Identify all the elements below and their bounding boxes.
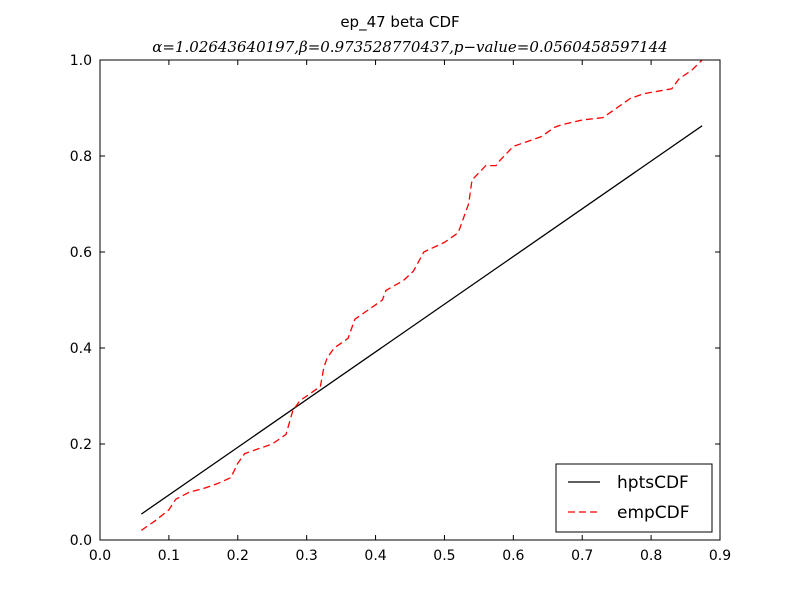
x-tick-label: 0.0	[89, 548, 111, 564]
x-tick-label: 0.3	[296, 548, 318, 564]
x-tick-label: 0.1	[158, 548, 180, 564]
legend-box	[555, 463, 713, 533]
plot-frame	[99, 59, 721, 541]
tick-layer: 0.0 0.1 0.2 0.3 0.4 0.5 0.6 0.7 0.8 0.9 0.0 0.2 0.4 0…	[70, 53, 731, 564]
legend: hptsCDF empCDF	[555, 463, 713, 533]
y-tick-label: 0.4	[70, 341, 92, 357]
x-tick-label: 0.4	[364, 548, 386, 564]
chart-subtitle: α=1.02643640197,β=0.973528770437,p−value…	[152, 38, 667, 56]
y-tick-label: 0.6	[70, 245, 92, 261]
series-line-empcdf	[140, 59, 703, 531]
legend-label-hptscdf: hptsCDF	[617, 473, 689, 493]
x-tick-label: 0.9	[709, 548, 731, 564]
x-tick-label: 0.6	[502, 548, 524, 564]
chart-title: ep_47 beta CDF	[340, 13, 459, 32]
series-layer	[140, 59, 703, 531]
x-tick-label: 0.8	[640, 548, 662, 564]
x-tick-label: 0.7	[571, 548, 593, 564]
y-tick-label: 0.8	[70, 149, 92, 165]
x-tick-label: 0.5	[433, 548, 455, 564]
y-tick-label: 0.2	[70, 437, 92, 453]
y-tick-label: 1.0	[70, 53, 92, 69]
legend-label-empcdf: empCDF	[617, 503, 690, 523]
y-tick-label: 0.0	[70, 533, 92, 549]
plot-area	[100, 60, 720, 540]
x-tick-label: 0.2	[227, 548, 249, 564]
series-line-hptscdf	[140, 125, 703, 515]
